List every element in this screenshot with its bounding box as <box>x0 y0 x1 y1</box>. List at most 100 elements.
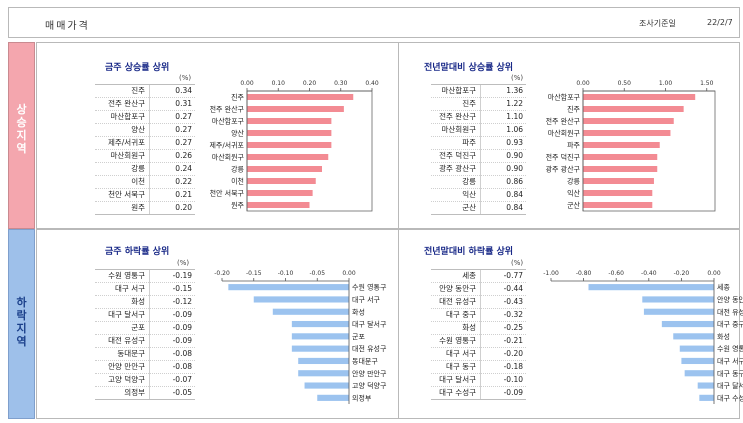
bar <box>253 296 349 303</box>
change-rate: -0.20 <box>503 349 523 358</box>
bar <box>583 94 696 100</box>
region-name: 군산 <box>462 203 476 212</box>
table-row: 대구 동구 -0.18 <box>431 361 526 374</box>
table-row: 안양 만안구 -0.08 <box>95 361 195 374</box>
table-row: 천안 서북구 0.21 <box>95 189 195 202</box>
bar <box>673 333 714 340</box>
region-name: 대구 서구 <box>446 349 476 358</box>
table-row: 파주 0.93 <box>431 137 526 150</box>
region-name: 군포 <box>131 323 145 332</box>
table-row: 강릉 0.24 <box>95 163 195 176</box>
unit-label: (%) <box>511 74 524 82</box>
panel-title-yearly-rise: 전년말대비 상승률 상위 <box>424 63 514 73</box>
change-rate: 0.21 <box>175 190 192 199</box>
bar <box>684 370 714 377</box>
change-rate: -0.15 <box>172 284 192 293</box>
bar <box>272 308 349 315</box>
table-row: 진주 1.22 <box>431 98 526 111</box>
x-tick-label: -0.10 <box>278 270 294 277</box>
change-rate: -0.77 <box>503 271 523 280</box>
region-name: 수원 영통구 <box>108 271 145 280</box>
table-row: 대전 유성구 -0.09 <box>95 335 195 348</box>
category-label: 동대문구 <box>352 357 378 365</box>
table-row: 진주 0.34 <box>95 85 195 98</box>
bar <box>247 118 332 124</box>
category-label: 마산합포구 <box>212 117 245 126</box>
bar <box>697 382 714 389</box>
bar <box>583 106 684 112</box>
category-label: 진주 <box>567 105 580 114</box>
fall-section: 금주 하락률 상위 (%) 수원 영통구 -0.19 대구 서구 -0.15 화성 -0.… <box>36 229 743 419</box>
change-rate: 1.10 <box>506 112 523 121</box>
bar <box>247 142 332 148</box>
category-label: 전주 완산구 <box>210 105 245 114</box>
bar <box>583 118 674 124</box>
x-tick-label: 0.40 <box>365 80 379 87</box>
category-label: 강릉 <box>231 165 244 174</box>
change-rate: -0.32 <box>503 310 523 319</box>
change-rate: 1.36 <box>506 86 523 95</box>
bar <box>588 284 714 291</box>
region-name: 이천 <box>131 177 145 186</box>
rise-section: 금주 상승률 상위 (%) 진주 0.34 전주 완산구 0.31 마산합포구 0.27 양… <box>36 42 740 229</box>
x-tick-label: 0.00 <box>342 270 356 277</box>
region-name: 안양 만안구 <box>108 362 145 371</box>
bar <box>699 394 714 401</box>
change-rate: 0.34 <box>175 86 192 95</box>
bar <box>247 154 329 160</box>
survey-date: 22/2/7 <box>707 18 733 27</box>
table-row: 대구 중구 -0.32 <box>431 309 526 322</box>
unit-label: (%) <box>177 259 190 267</box>
category-label: 고양 덕양구 <box>352 381 387 390</box>
x-tick-label: -0.80 <box>576 270 592 277</box>
panel-title-weekly-fall: 금주 하락률 상위 <box>105 247 170 257</box>
bar <box>661 320 714 328</box>
change-rate: -0.09 <box>172 310 192 319</box>
x-tick-label: 1.00 <box>659 80 673 87</box>
change-rate: 0.84 <box>506 203 523 212</box>
table-row: 고양 덕양구 -0.07 <box>95 374 195 387</box>
change-rate: -0.09 <box>503 388 523 397</box>
category-label: 강릉 <box>567 177 580 186</box>
rank-table-weekly-rise: 진주 0.34 전주 완산구 0.31 마산합포구 0.27 양산 0.27 제주/서귀포 0.2… <box>95 84 195 215</box>
bar <box>291 320 349 328</box>
bar <box>583 130 671 136</box>
category-label: 원주 <box>231 201 244 210</box>
page-title: 매매가격 <box>45 21 90 32</box>
bar <box>291 345 349 352</box>
divider <box>398 230 399 418</box>
region-name: 제주/서귀포 <box>107 138 145 147</box>
change-rate: -0.05 <box>172 388 192 397</box>
change-rate: 0.90 <box>506 151 523 160</box>
category-label: 진주 <box>231 93 244 102</box>
table-row: 대전 유성구 -0.43 <box>431 296 526 309</box>
bar <box>643 308 714 315</box>
category-label: 양산 <box>231 129 244 138</box>
category-label: 의정부 <box>352 393 372 402</box>
bar <box>583 142 660 148</box>
category-label: 대구 수성구 <box>717 393 743 402</box>
region-name: 광주 광산구 <box>439 164 476 173</box>
table-row: 화성 -0.25 <box>431 322 526 335</box>
panel-title-yearly-fall: 전년말대비 하락률 상위 <box>424 247 514 257</box>
x-tick-label: -0.40 <box>641 270 657 277</box>
change-rate: 0.27 <box>175 138 192 147</box>
region-name: 마산회원구 <box>110 151 146 160</box>
table-row: 대구 달서구 -0.10 <box>431 374 526 387</box>
category-label: 안양 동안구 <box>717 295 743 304</box>
table-row: 전주 완산구 1.10 <box>431 111 526 124</box>
change-rate: 0.22 <box>175 177 192 186</box>
unit-label: (%) <box>179 74 192 82</box>
rank-table-yearly-rise: 마산합포구 1.36 진주 1.22 전주 완산구 1.10 마산회원구 1.06 파주 0.93… <box>431 84 526 215</box>
region-name: 의정부 <box>124 388 145 397</box>
table-row: 마산회원구 0.26 <box>95 150 195 163</box>
bar <box>298 357 349 365</box>
change-rate: -0.21 <box>503 336 523 345</box>
table-row: 군포 -0.09 <box>95 322 195 335</box>
change-rate: 0.90 <box>506 164 523 173</box>
region-name: 안양 동안구 <box>439 284 476 293</box>
change-rate: -0.43 <box>503 297 523 306</box>
x-tick-label: 0.00 <box>240 80 254 87</box>
region-name: 대구 수성구 <box>439 388 476 397</box>
